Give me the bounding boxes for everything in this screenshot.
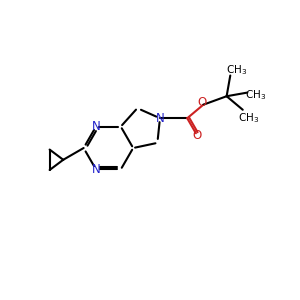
Text: CH$_3$: CH$_3$: [245, 88, 266, 102]
Text: N: N: [156, 112, 164, 125]
Text: O: O: [198, 96, 207, 109]
Text: CH$_3$: CH$_3$: [238, 111, 259, 124]
Text: N: N: [92, 120, 100, 133]
Text: CH$_3$: CH$_3$: [226, 64, 247, 77]
Text: N: N: [92, 163, 100, 176]
Text: O: O: [192, 129, 202, 142]
